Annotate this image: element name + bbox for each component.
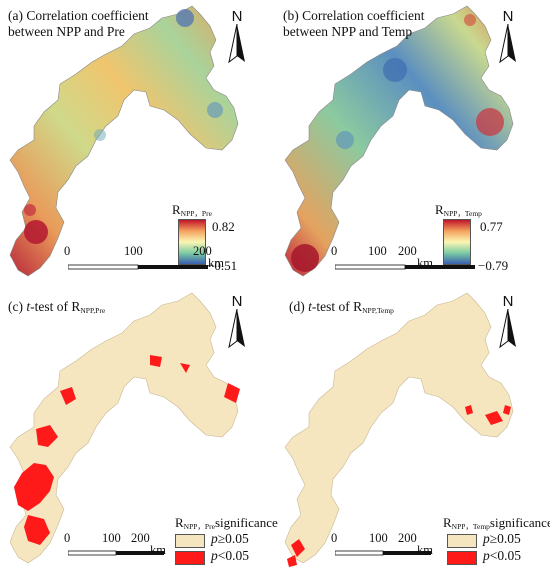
scale-label-200: 200	[398, 531, 417, 545]
panel-a-colorbar-min: −0.51	[207, 258, 238, 273]
panel-d-title: (d) t-test of RNPP,Temp	[289, 299, 394, 315]
north-arrow-glyph	[499, 24, 516, 64]
coldspot	[383, 58, 407, 82]
panel-b-colorbar-max: 0.77	[480, 219, 503, 234]
north-label: N	[502, 8, 514, 25]
scale-label-0: 0	[64, 531, 71, 545]
significant-label: p<0.05	[211, 548, 249, 563]
panel-a-title-line1: (a) Correlation coefficient	[8, 8, 149, 23]
panel-b-title: (b) Correlation coefficient between NPP …	[283, 8, 424, 40]
panel-b-title-line1: (b) Correlation coefficient	[283, 8, 425, 23]
hotspot	[464, 14, 476, 26]
panel-a-title-line2: between NPP and Pre	[8, 24, 125, 39]
panel-c-title: (c) t-test of RNPP,Pre	[8, 299, 106, 315]
panel-a-title: (a) Correlation coefficient between NPP …	[8, 8, 149, 40]
north-arrow-glyph	[228, 24, 245, 64]
significant-area	[14, 355, 240, 545]
coldspot	[207, 102, 223, 118]
panel-b: (b) Correlation coefficient between NPP …	[275, 0, 550, 286]
coldspot	[94, 129, 106, 141]
scale-label-0: 0	[331, 531, 338, 545]
not-significant-label: p≥0.05	[483, 531, 521, 546]
region-shape	[284, 5, 514, 277]
hotspot	[24, 220, 48, 244]
panel-d-legend-title: RNPP，Tempsignificance	[443, 515, 550, 531]
significant-swatch	[175, 551, 205, 565]
hotspot	[476, 108, 504, 136]
not-significant-swatch	[447, 534, 477, 548]
hotspot	[291, 244, 319, 272]
panel-a-map	[9, 5, 239, 277]
panel-a-colorbar-max: 0.82	[212, 219, 235, 234]
scale-label-0: 0	[331, 244, 338, 258]
north-label: N	[231, 293, 243, 310]
significant-area	[287, 405, 511, 567]
scale-unit: km	[208, 256, 224, 270]
north-label: N	[502, 293, 514, 310]
panel-b-legend-title: RNPP，Temp	[435, 202, 482, 218]
scale-label-100: 100	[369, 531, 388, 545]
panel-a-colorbar	[178, 219, 206, 265]
north-arrow-glyph	[499, 309, 516, 349]
scale-label-100: 100	[368, 244, 387, 258]
panel-c-scalebar	[67, 544, 178, 562]
panel-a-scalebar	[67, 258, 218, 276]
scale-unit: km	[150, 543, 166, 557]
panel-b-map	[284, 5, 514, 277]
not-significant-swatch	[175, 534, 205, 548]
coldspot	[336, 131, 354, 149]
scale-label-0: 0	[64, 244, 71, 258]
panel-d-scalebar	[334, 544, 445, 562]
panel-c-map	[9, 292, 240, 564]
scale-label-200: 200	[131, 531, 150, 545]
panel-a-legend-title: RNPP，Pre	[172, 202, 212, 218]
north-label: N	[231, 8, 243, 25]
coldspot	[176, 9, 194, 27]
scale-label-200: 200	[398, 244, 417, 258]
panel-a: (a) Correlation coefficient between NPP …	[0, 0, 275, 286]
panel-d-map	[284, 292, 514, 567]
panel-b-colorbar	[443, 219, 471, 265]
north-arrow-glyph	[228, 309, 245, 349]
panel-c-legend-title: RNPP，Presignificance	[175, 515, 278, 531]
scale-unit: km	[417, 256, 433, 270]
significant-label: p<0.05	[483, 548, 521, 563]
significant-swatch	[447, 551, 477, 565]
panel-b-scalebar	[334, 258, 485, 276]
hotspot	[24, 204, 36, 216]
panel-c: (c) t-test of RNPP,Pre N RNPP，Presignifi…	[0, 287, 278, 573]
scale-unit: km	[417, 543, 433, 557]
scale-label-200: 200	[193, 244, 212, 258]
scale-label-100: 100	[124, 244, 143, 258]
panel-d: (d) t-test of RNPP,Temp N RNPP，Tempsigni…	[275, 287, 550, 573]
scale-label-100: 100	[102, 531, 121, 545]
panel-b-colorbar-min: −0.79	[478, 258, 509, 273]
panel-b-title-line2: between NPP and Temp	[283, 24, 413, 39]
not-significant-label: p≥0.05	[211, 531, 249, 546]
